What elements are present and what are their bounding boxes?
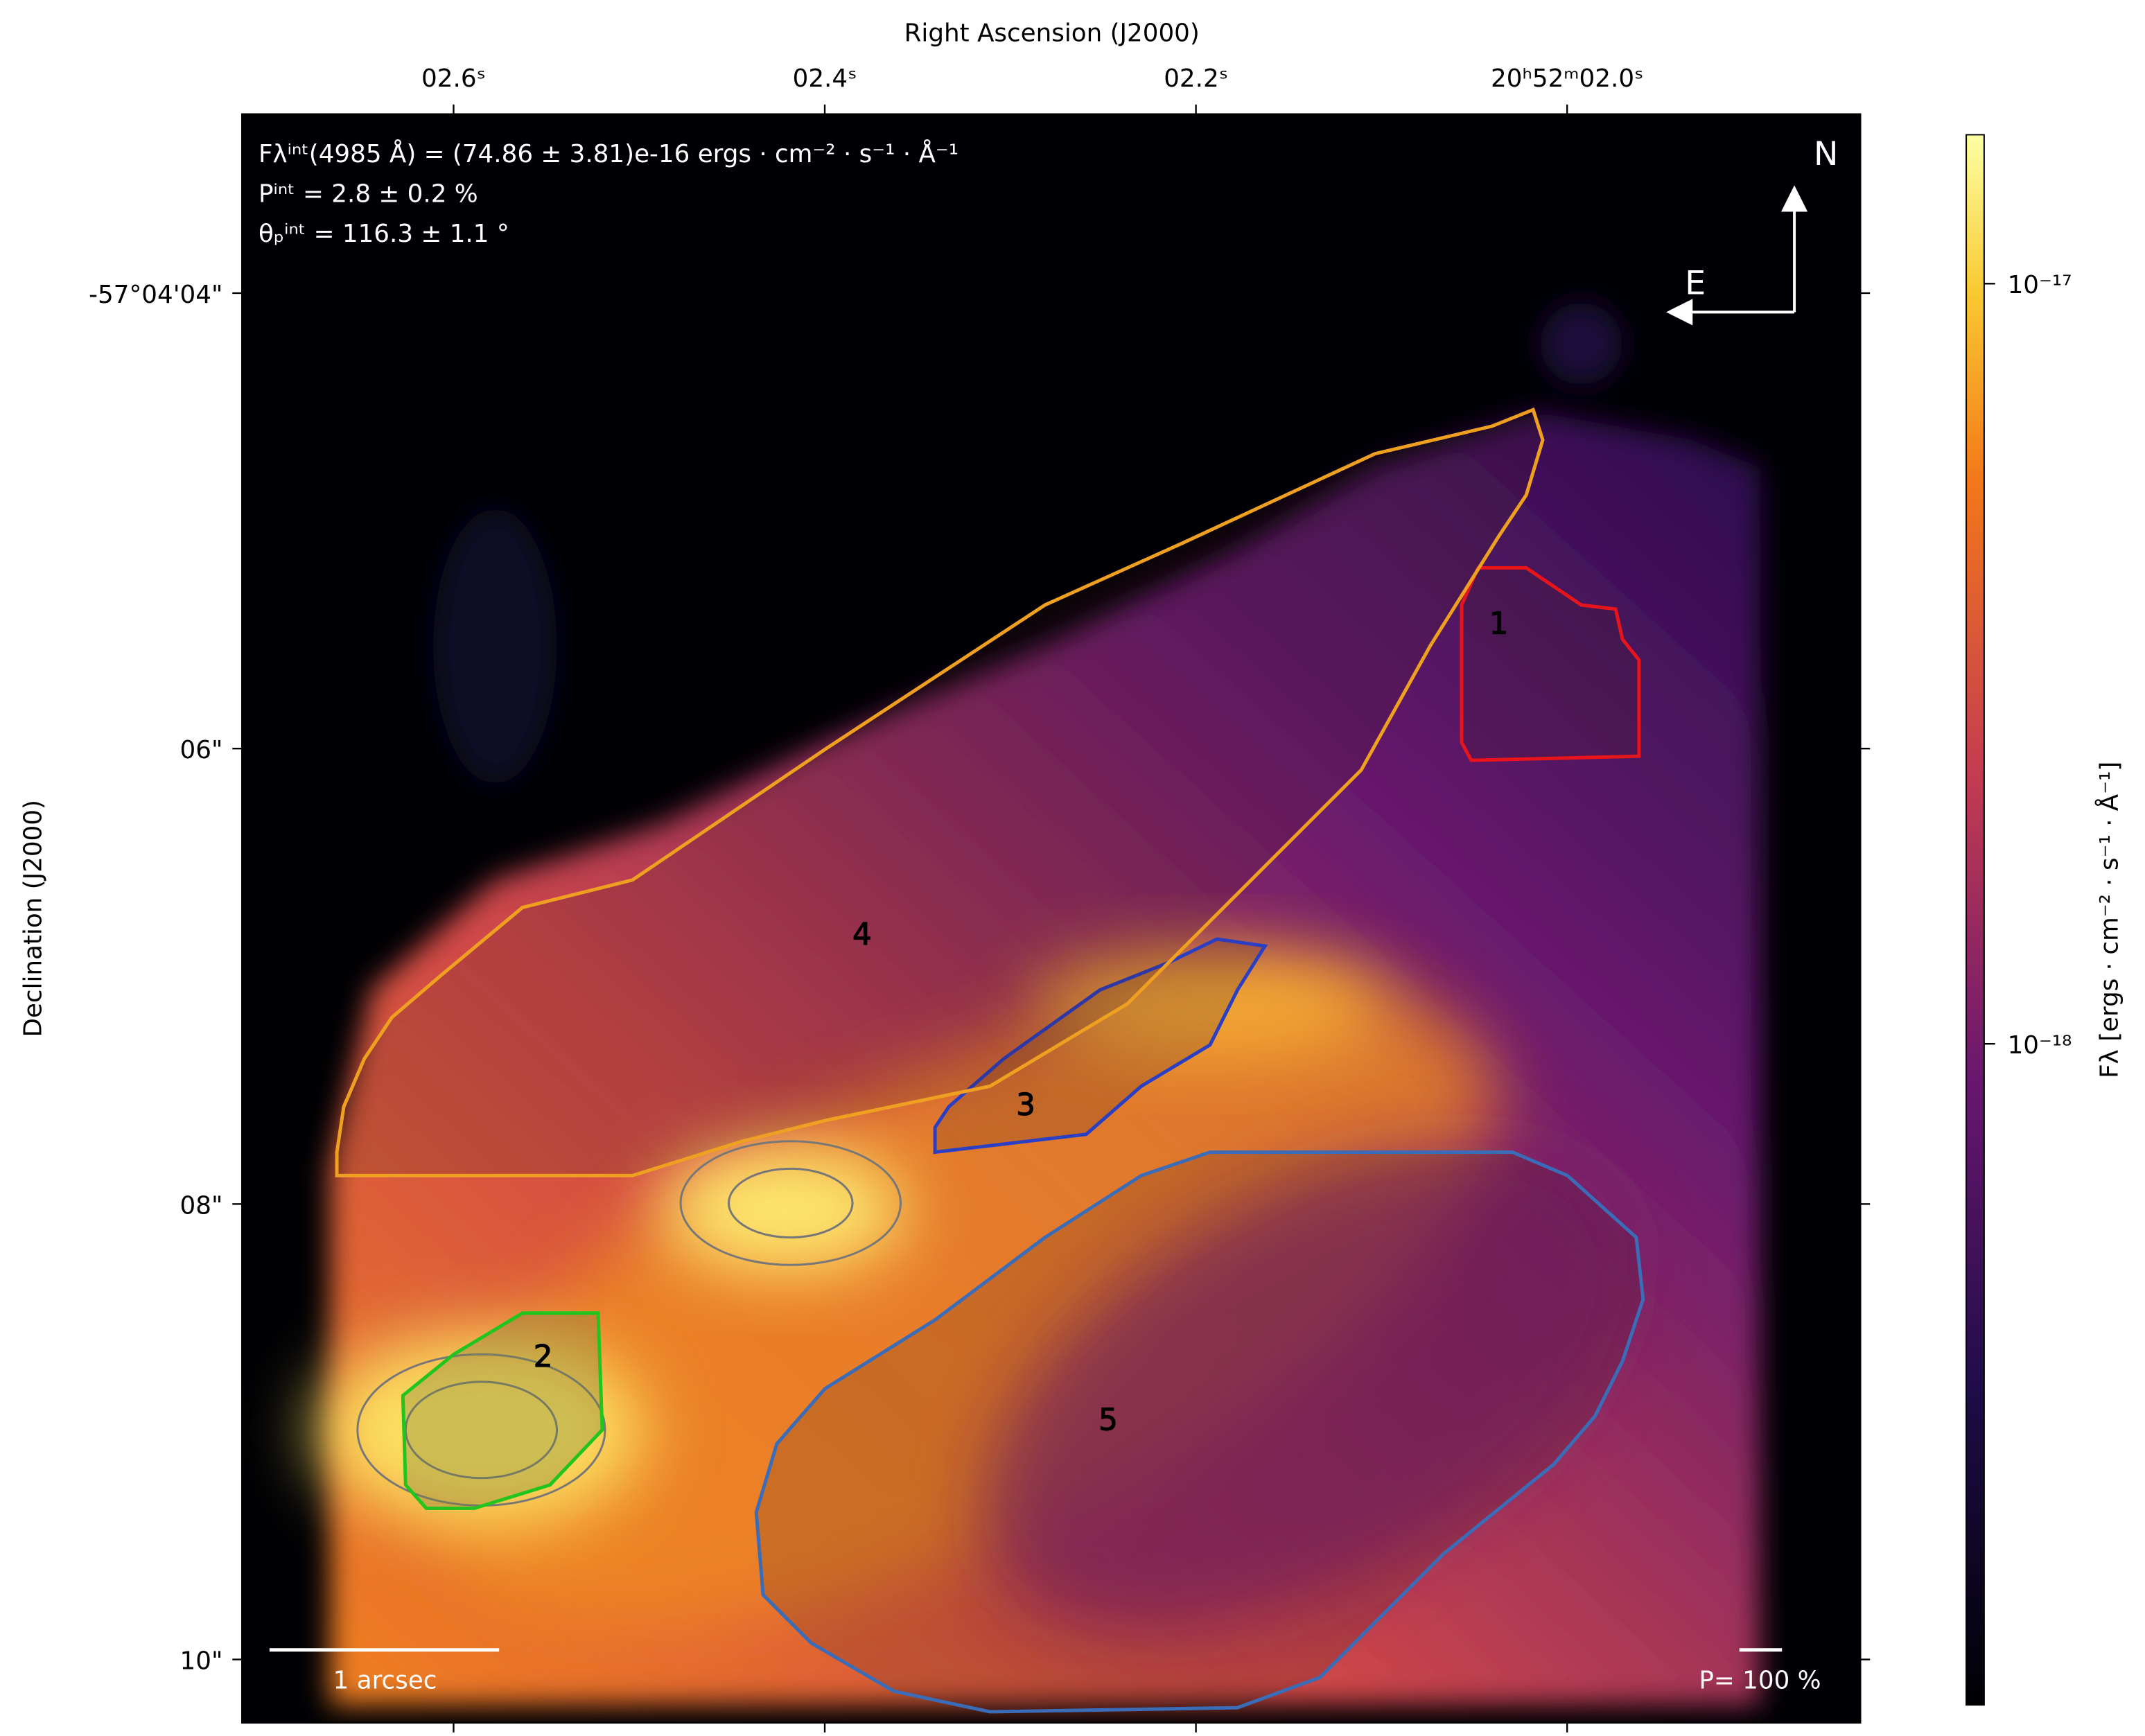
region-label: 5 — [1098, 1402, 1118, 1437]
y-axis-label: Declination (J2000) — [19, 800, 48, 1037]
x-tick-label: 02.2ˢ — [1164, 64, 1228, 93]
compass-east: E — [1685, 265, 1706, 303]
polarization-scale-label: P= 100 % — [1699, 1666, 1821, 1694]
y-tick-label: -57°04'04" — [89, 281, 222, 309]
x-axis-label: Right Ascension (J2000) — [904, 19, 1200, 48]
colorbar — [1965, 134, 1985, 1706]
region-label: 4 — [852, 917, 872, 952]
region-label: 1 — [1489, 606, 1509, 642]
region-outline — [335, 407, 1545, 1177]
annotation: θₚⁱⁿᵗ = 116.3 ± 1.1 ° — [259, 220, 509, 248]
colorbar-tick-label: 10⁻¹⁷ — [2008, 271, 2072, 299]
region-outline — [1460, 565, 1641, 762]
y-tick-label: 06" — [180, 736, 223, 764]
colorbar-label: Fλ [ergs · cm⁻² · s⁻¹ · Å⁻¹] — [2094, 762, 2124, 1078]
y-tick-label: 10" — [180, 1647, 223, 1675]
compass — [1666, 185, 1808, 326]
annotation: Fλⁱⁿᵗ(4985 Å) = (74.86 ± 3.81)e-16 ergs … — [259, 139, 958, 168]
colorbar-tick-label: 10⁻¹⁸ — [2008, 1031, 2072, 1060]
annotation: Pⁱⁿᵗ = 2.8 ± 0.2 % — [259, 180, 478, 209]
x-tick-label: 02.6ˢ — [421, 64, 486, 93]
x-tick-label: 02.4ˢ — [793, 64, 857, 93]
region-label: 2 — [534, 1339, 553, 1374]
y-tick-label: 08" — [180, 1191, 223, 1220]
region-outline — [754, 1150, 1645, 1714]
region-label: 3 — [1016, 1087, 1035, 1123]
regions: 1 2 3 4 5 — [335, 407, 1645, 1714]
compass-north: N — [1814, 135, 1839, 173]
region-outline — [933, 937, 1268, 1155]
scale-bar-label: 1 arcsec — [333, 1666, 437, 1694]
image — [242, 114, 1861, 1723]
x-tick-label: 20ʰ52ᵐ02.0ˢ — [1491, 64, 1643, 93]
region-outline — [401, 1311, 604, 1510]
plot-frame — [240, 113, 1862, 1724]
